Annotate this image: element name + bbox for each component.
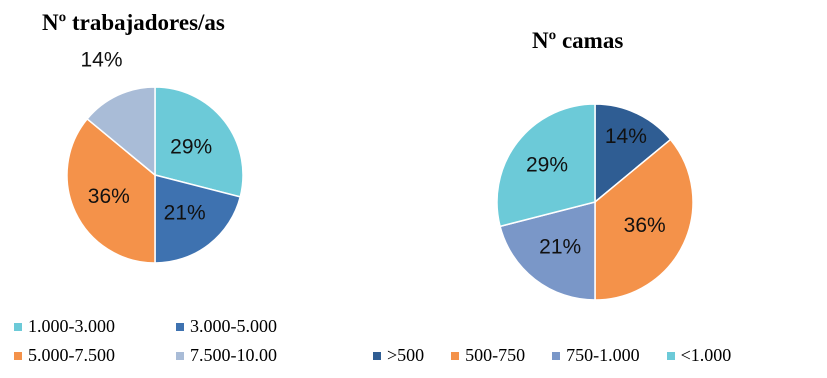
pie-slice-3 (66, 117, 156, 264)
legend-label: <1.000 (680, 345, 732, 365)
legend-item: 500-750 (451, 345, 525, 366)
legend-label: 1.000-3.000 (28, 316, 115, 336)
pie-chart-workers: 29% 21% 36% 14% (66, 48, 244, 264)
legend-item: <1.000 (666, 345, 732, 366)
pie-data-label: 14% (80, 48, 122, 71)
pie-slice-1 (594, 103, 672, 204)
pie-data-label: 29% (170, 136, 212, 159)
legend-item: 750-1.000 (552, 345, 640, 366)
pie-slice-2 (594, 138, 694, 301)
legend-label: 750-1.000 (566, 345, 640, 365)
pie-data-label: 21% (164, 202, 206, 225)
pie-slice-4 (496, 103, 596, 228)
pie-data-label: 36% (624, 214, 666, 237)
pie-data-label: 14% (605, 125, 647, 148)
legend-workers-row-2: 5.000-7.500 7.500-10.00 (14, 345, 304, 366)
legend-swatch (176, 351, 184, 360)
legend-swatch (176, 322, 184, 331)
legend-swatch (14, 322, 22, 331)
legend-label: 5.000-7.500 (28, 345, 115, 365)
legend-item: 3.000-5.000 (176, 316, 277, 337)
legend-swatch (552, 351, 561, 360)
legend-swatch (373, 351, 381, 360)
pie-slice-2 (154, 174, 242, 264)
pie-slice-4 (86, 86, 156, 177)
chart-title-workers: Nº trabajadores/as (42, 10, 225, 35)
legend-label: >500 (387, 345, 425, 365)
legend-item: 5.000-7.500 (14, 345, 176, 366)
legend-label: 3.000-5.000 (190, 316, 277, 336)
legend-label: 500-750 (465, 345, 526, 365)
legend-label: 7.500-10.00 (190, 345, 277, 365)
legend-item: >500 (373, 345, 424, 366)
legend-workers-row-1: 1.000-3.000 3.000-5.000 (14, 316, 304, 337)
legend-beds: >500 500-750 750-1.000 <1.000 (373, 345, 731, 366)
chart-title-beds: Nº camas (532, 28, 624, 53)
pie-data-label: 36% (88, 185, 130, 208)
pie-slice-3 (499, 201, 596, 301)
legend-swatch (451, 351, 460, 360)
pie-data-label: 21% (539, 235, 581, 258)
legend-item: 1.000-3.000 (14, 316, 176, 337)
legend-swatch (666, 351, 675, 360)
pie-slice-1 (154, 86, 244, 198)
pie-data-label: 29% (526, 153, 568, 176)
legend-item: 7.500-10.00 (176, 345, 277, 366)
pie-chart-beds: 14% 36% 21% 29% (496, 103, 694, 301)
legend-swatch (14, 351, 22, 360)
